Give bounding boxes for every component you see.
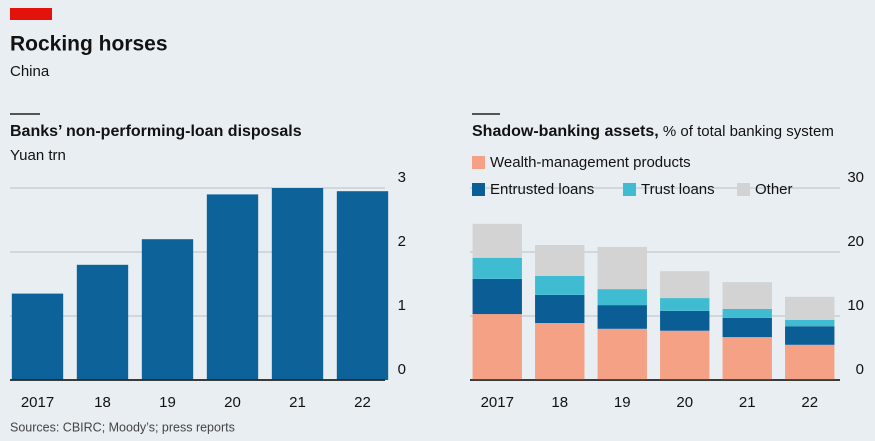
bar-segment <box>535 276 585 295</box>
bar-segment <box>660 298 710 311</box>
y-tick-label: 30 <box>847 169 864 186</box>
x-tick-label: 19 <box>159 394 176 411</box>
panel-subtitle: % of total banking system <box>663 123 834 140</box>
x-tick-label: 21 <box>289 394 306 411</box>
x-tick-label: 22 <box>354 394 371 411</box>
bar-segment <box>722 317 772 338</box>
panel-title: Banks’ non-performing-loan disposals <box>10 123 302 140</box>
bar-segment <box>785 319 835 327</box>
legend-label: Trust loans <box>641 181 715 198</box>
y-tick-label: 20 <box>847 233 864 250</box>
bar-segment <box>722 282 772 309</box>
red-tag <box>10 8 52 20</box>
bar-segment <box>535 244 585 276</box>
bar <box>271 188 324 380</box>
bar-segment <box>535 294 585 324</box>
bar-segment <box>472 223 522 258</box>
bar-segment <box>660 271 710 299</box>
legend-label: Entrusted loans <box>490 181 594 198</box>
bar <box>336 191 389 380</box>
y-tick-label: 0 <box>856 361 864 378</box>
y-tick-label: 10 <box>847 297 864 314</box>
y-tick-label: 2 <box>398 233 406 250</box>
y-tick-label: 3 <box>398 169 406 186</box>
bar <box>11 293 64 380</box>
legend-label: Wealth-management products <box>490 154 691 171</box>
x-tick-label: 22 <box>801 394 818 411</box>
bar-segment <box>785 344 835 380</box>
panel-rule <box>10 113 40 115</box>
legend-label: Other <box>755 181 793 198</box>
panel-title: Shadow-banking assets, % of total bankin… <box>472 123 834 140</box>
y-tick-label: 0 <box>398 361 406 378</box>
page-title: Rocking horses <box>10 33 168 56</box>
page-subtitle: China <box>10 63 50 80</box>
bar-segment <box>472 278 522 315</box>
bar-segment <box>785 296 835 320</box>
legend-swatch <box>472 156 485 169</box>
x-tick-label: 20 <box>676 394 693 411</box>
bar-segment <box>660 310 710 331</box>
bar <box>141 239 194 380</box>
bar-segment <box>597 305 647 329</box>
legend-swatch <box>623 183 636 196</box>
bar <box>206 194 259 380</box>
bar-segment <box>722 308 772 318</box>
x-tick-label: 19 <box>614 394 631 411</box>
bar-segment <box>597 246 647 290</box>
bar-segment <box>535 323 585 380</box>
panel-subtitle: Yuan trn <box>10 147 66 164</box>
x-tick-label: 18 <box>94 394 111 411</box>
bar <box>76 264 129 380</box>
legend-swatch <box>472 183 485 196</box>
bar-segment <box>722 337 772 380</box>
bar-segment <box>597 289 647 306</box>
bar-segment <box>785 326 835 345</box>
panel-rule <box>472 113 500 115</box>
x-tick-label: 20 <box>224 394 241 411</box>
bar-segment <box>660 330 710 380</box>
panel-title-text: Shadow-banking assets, <box>472 123 659 140</box>
x-tick-label: 2017 <box>481 394 514 411</box>
legend-swatch <box>737 183 750 196</box>
bar-segment <box>472 257 522 279</box>
source: Sources: CBIRC; Moody’s; press reports <box>10 420 235 434</box>
y-tick-label: 1 <box>398 297 406 314</box>
x-tick-label: 2017 <box>21 394 54 411</box>
x-tick-label: 18 <box>551 394 568 411</box>
x-tick-label: 21 <box>739 394 756 411</box>
bar-segment <box>472 314 522 380</box>
bar-segment <box>597 328 647 380</box>
